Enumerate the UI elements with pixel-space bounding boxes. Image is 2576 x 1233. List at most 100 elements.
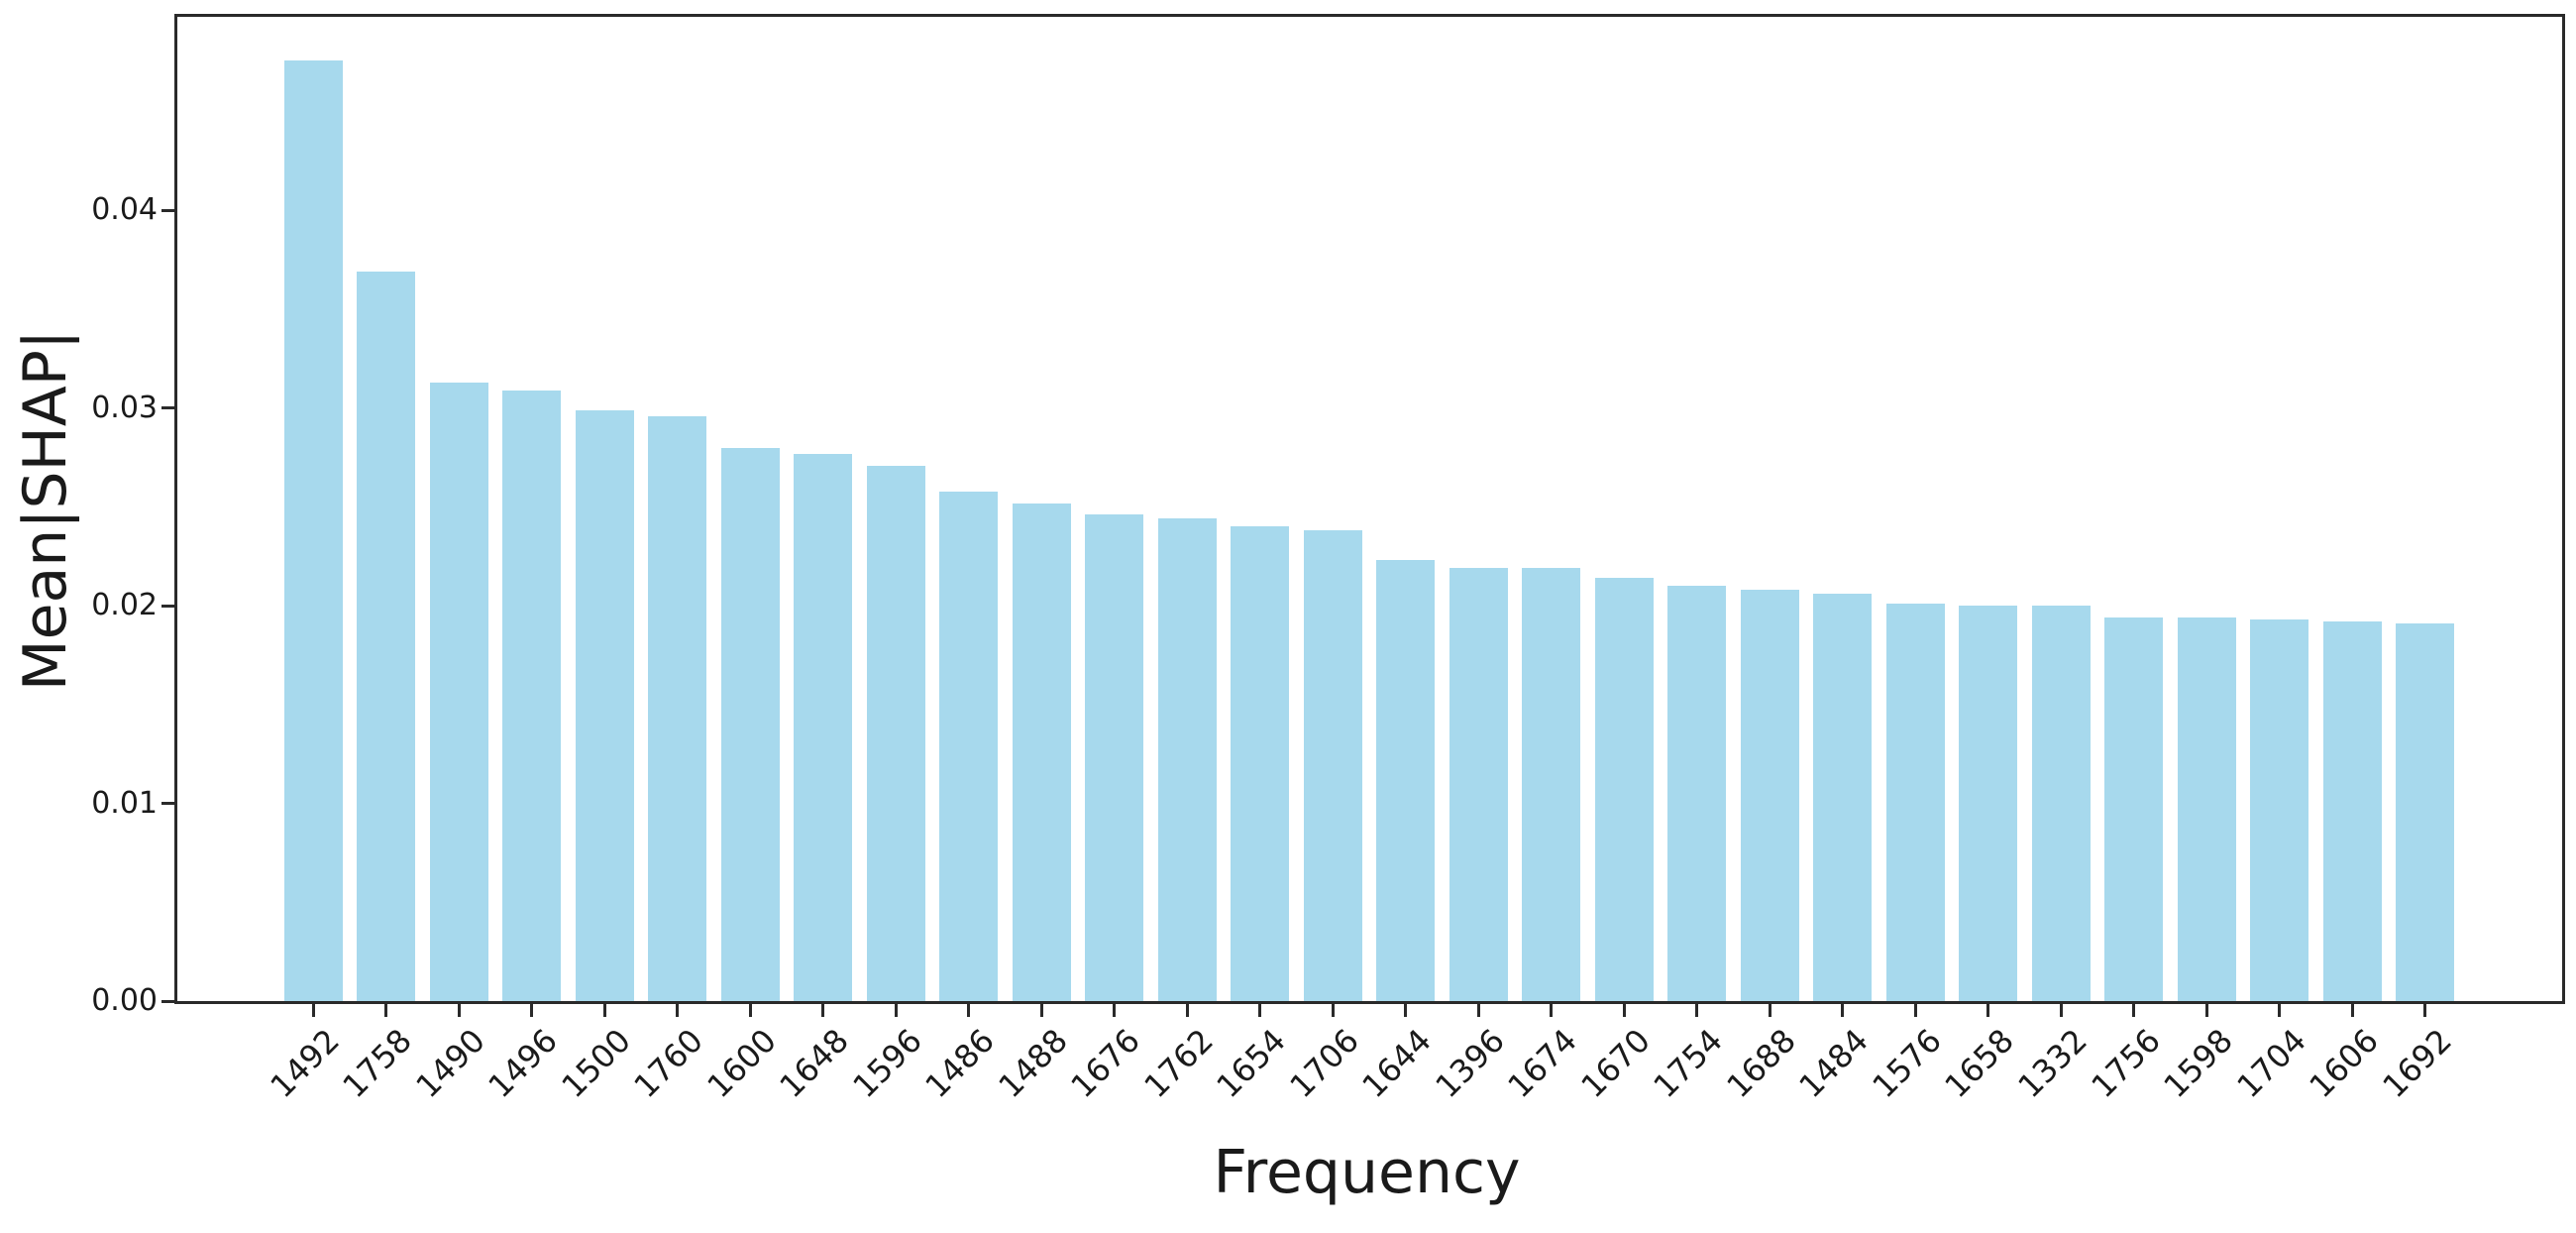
x-tick-mark	[457, 1004, 461, 1017]
x-tick-label: 1486	[917, 1021, 1003, 1106]
x-tick-label: 1596	[845, 1021, 929, 1106]
bar	[866, 465, 925, 1001]
x-tick-label: 1484	[1791, 1021, 1877, 1106]
bar	[2250, 619, 2309, 1001]
x-tick-mark	[1622, 1004, 1626, 1017]
x-tick-mark	[2059, 1004, 2063, 1017]
bar	[1885, 604, 1945, 1001]
x-tick-label: 1600	[699, 1021, 784, 1106]
x-tick-mark	[1768, 1004, 1771, 1017]
x-tick-mark	[1695, 1004, 1699, 1017]
x-tick-label: 1762	[1136, 1021, 1221, 1106]
x-tick-label: 1654	[1209, 1021, 1294, 1106]
x-tick-mark	[1185, 1004, 1189, 1017]
x-tick-label: 1754	[1646, 1021, 1731, 1106]
bar	[2177, 617, 2236, 1001]
x-tick-label: 1688	[1719, 1021, 1803, 1106]
y-tick-label: 0.03	[91, 390, 158, 425]
x-tick-mark	[1841, 1004, 1845, 1017]
x-tick-label: 1760	[626, 1021, 711, 1106]
x-tick-mark	[1986, 1004, 1990, 1017]
bar	[648, 415, 707, 1001]
x-tick-label: 1706	[1282, 1021, 1366, 1106]
bar	[1959, 606, 2018, 1001]
x-tick-mark	[676, 1004, 680, 1017]
y-tick-mark	[161, 802, 174, 806]
x-tick-label: 1488	[991, 1021, 1075, 1106]
x-tick-mark	[748, 1004, 752, 1017]
x-tick-mark	[311, 1004, 315, 1017]
bar	[2031, 606, 2091, 1001]
x-tick-mark	[530, 1004, 534, 1017]
x-tick-label: 1576	[1865, 1021, 1949, 1106]
x-tick-label: 1674	[1500, 1021, 1585, 1106]
x-tick-mark	[2132, 1004, 2136, 1017]
bar	[1231, 526, 1290, 1001]
bar	[1157, 518, 1217, 1001]
x-tick-mark	[602, 1004, 606, 1017]
x-tick-mark	[1258, 1004, 1262, 1017]
bar	[2104, 617, 2164, 1001]
x-tick-label: 1332	[2010, 1021, 2094, 1106]
bar	[283, 59, 343, 1001]
x-tick-mark	[1550, 1004, 1554, 1017]
x-tick-mark	[1913, 1004, 1917, 1017]
x-tick-label: 1758	[335, 1021, 419, 1106]
bar	[1667, 586, 1727, 1001]
bar	[1740, 590, 1799, 1001]
y-tick-mark	[161, 604, 174, 608]
x-tick-label: 1704	[2228, 1021, 2313, 1106]
bar	[429, 382, 488, 1001]
x-tick-label: 1648	[772, 1021, 857, 1106]
x-tick-mark	[2278, 1004, 2282, 1017]
x-tick-mark	[2204, 1004, 2208, 1017]
x-tick-label: 1500	[554, 1021, 638, 1106]
x-tick-label: 1676	[1063, 1021, 1148, 1106]
y-axis-title: Mean|SHAP|	[11, 329, 80, 692]
x-tick-label: 1692	[2375, 1021, 2459, 1106]
x-tick-label: 1490	[408, 1021, 492, 1106]
bar	[794, 453, 853, 1001]
bar	[1449, 568, 1508, 1001]
x-tick-mark	[1404, 1004, 1408, 1017]
x-tick-mark	[2423, 1004, 2427, 1017]
x-tick-label: 1496	[481, 1021, 566, 1106]
bar	[502, 390, 562, 1001]
y-tick-label: 0.04	[91, 192, 158, 228]
bar	[575, 409, 634, 1001]
x-tick-label: 1658	[1937, 1021, 2022, 1106]
bar	[2396, 623, 2455, 1001]
y-tick-mark	[161, 208, 174, 212]
bar	[1012, 503, 1071, 1001]
plot-area: 0.00 0.01 0.02 0.03 0.04 1492 1758 1490 1496 150…	[91, 14, 2565, 1105]
bar	[1376, 560, 1436, 1001]
bar	[2322, 621, 2382, 1001]
bar	[1594, 578, 1654, 1001]
x-tick-mark	[1039, 1004, 1043, 1017]
bar	[1085, 514, 1144, 1001]
x-tick-mark	[1113, 1004, 1117, 1017]
x-tick-mark	[894, 1004, 898, 1017]
x-tick-mark	[821, 1004, 825, 1017]
x-tick-label: 1598	[2156, 1021, 2240, 1106]
x-tick-mark	[384, 1004, 388, 1017]
bars-container	[177, 17, 2562, 1001]
x-tick-mark	[1476, 1004, 1480, 1017]
y-tick-mark	[161, 999, 174, 1003]
y-tick-mark	[161, 406, 174, 410]
y-tick-label: 0.02	[91, 588, 158, 623]
x-tick-mark	[967, 1004, 971, 1017]
x-axis-title: Frequency	[1213, 1138, 1521, 1207]
x-tick-mark	[2350, 1004, 2354, 1017]
bar	[357, 272, 416, 1001]
x-tick-label: 1396	[1428, 1021, 1512, 1106]
x-tick-label: 1644	[1354, 1021, 1440, 1106]
x-tick-label: 1756	[2083, 1021, 2168, 1106]
x-tick-label: 1492	[263, 1021, 347, 1106]
bar	[1522, 568, 1581, 1001]
y-tick-label: 0.00	[91, 983, 158, 1018]
bar	[1813, 594, 1873, 1001]
y-tick-label: 0.01	[91, 785, 158, 821]
bar	[720, 447, 780, 1001]
